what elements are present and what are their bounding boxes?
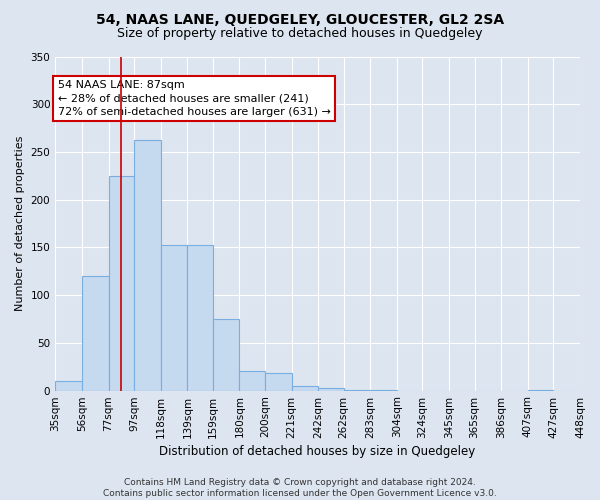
Bar	[82, 276, 109, 390]
Bar	[161, 246, 187, 390]
Bar	[239, 372, 265, 390]
Bar	[213, 319, 239, 390]
Bar	[187, 246, 213, 390]
Bar	[318, 388, 344, 390]
Bar	[109, 176, 134, 390]
Text: Size of property relative to detached houses in Quedgeley: Size of property relative to detached ho…	[117, 28, 483, 40]
Text: 54 NAAS LANE: 87sqm
← 28% of detached houses are smaller (241)
72% of semi-detac: 54 NAAS LANE: 87sqm ← 28% of detached ho…	[58, 80, 331, 117]
Bar	[265, 374, 292, 390]
X-axis label: Distribution of detached houses by size in Quedgeley: Distribution of detached houses by size …	[160, 444, 476, 458]
Bar	[134, 140, 161, 390]
Bar	[292, 386, 318, 390]
Text: Contains HM Land Registry data © Crown copyright and database right 2024.
Contai: Contains HM Land Registry data © Crown c…	[103, 478, 497, 498]
Y-axis label: Number of detached properties: Number of detached properties	[15, 136, 25, 311]
Bar	[55, 381, 82, 390]
Text: 54, NAAS LANE, QUEDGELEY, GLOUCESTER, GL2 2SA: 54, NAAS LANE, QUEDGELEY, GLOUCESTER, GL…	[96, 12, 504, 26]
